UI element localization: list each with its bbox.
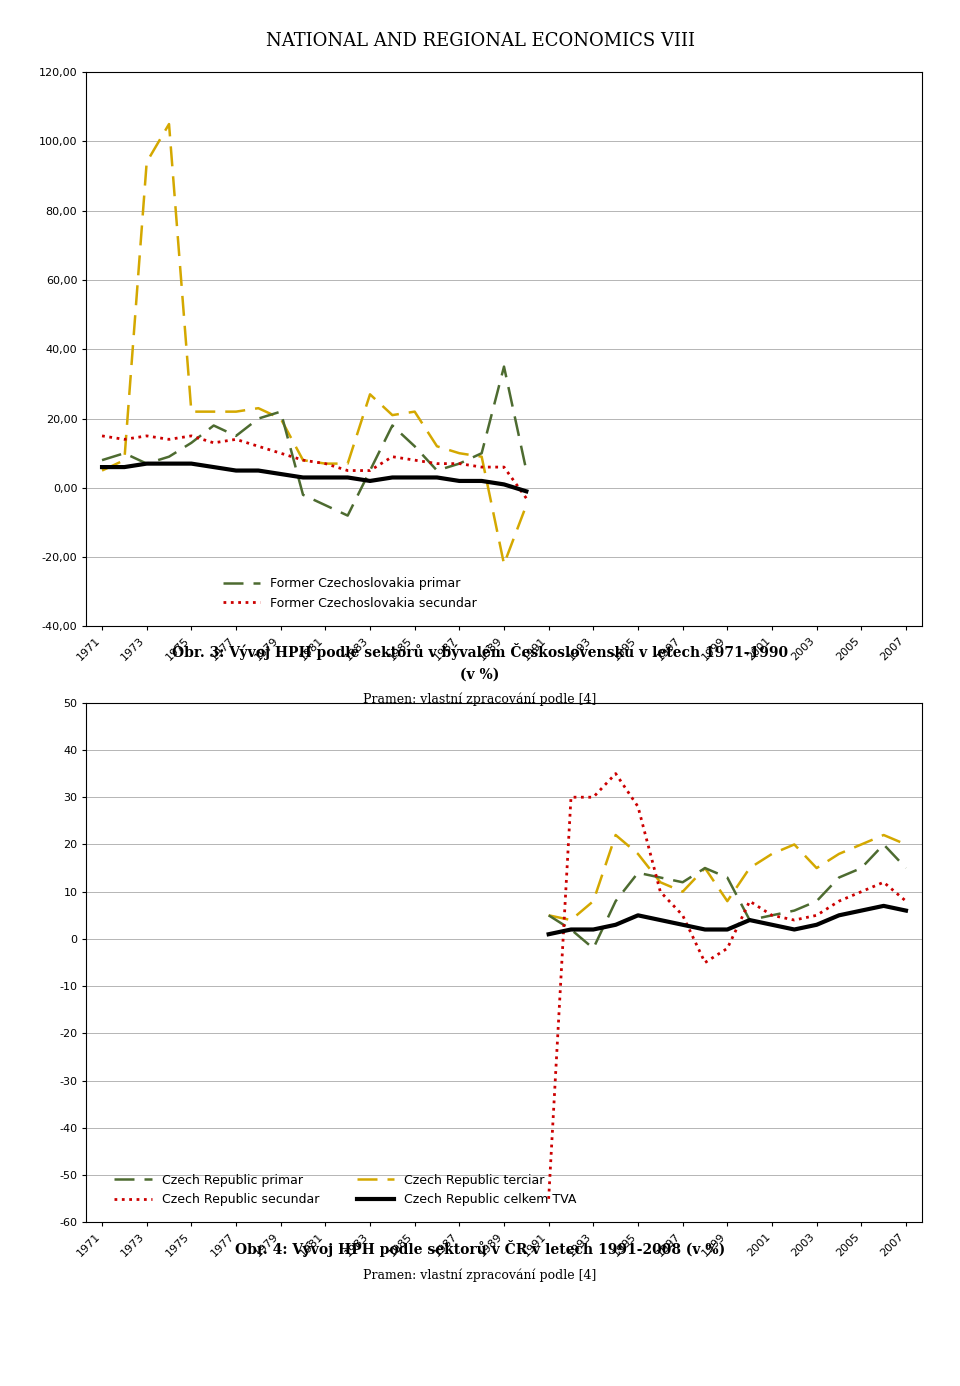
Legend: Former Czechoslovakia primar, Former Czechoslovakia secundar: Former Czechoslovakia primar, Former Cze… [218,572,482,614]
Text: Pramen: vlastní zpracování podle [4]: Pramen: vlastní zpracování podle [4] [363,1268,597,1282]
Text: NATIONAL AND REGIONAL ECONOMICS VIII: NATIONAL AND REGIONAL ECONOMICS VIII [266,32,694,50]
Text: Obr. 4: Vývoj HPH podle sektorů v ČR v letech 1991-2008 (v %): Obr. 4: Vývoj HPH podle sektorů v ČR v l… [235,1240,725,1257]
Text: (v %): (v %) [460,668,500,682]
Text: Pramen: vlastní zpracování podle [4]: Pramen: vlastní zpracování podle [4] [363,693,597,707]
Text: Obr. 3: Vývoj HPH podle sektorů v bývalém Československu v letech 1971-1990: Obr. 3: Vývoj HPH podle sektorů v bývalé… [172,643,788,660]
Legend: Czech Republic primar, Czech Republic secundar, Czech Republic terciar, Czech Re: Czech Republic primar, Czech Republic se… [109,1168,582,1211]
